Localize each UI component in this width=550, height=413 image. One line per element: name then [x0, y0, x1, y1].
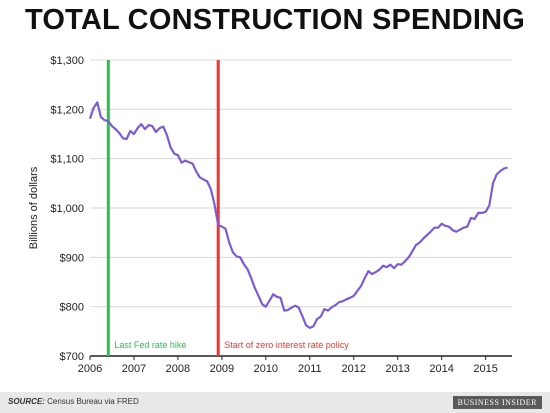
x-tick-label: 2011 — [298, 363, 322, 375]
y-tick-label: $900 — [60, 252, 84, 264]
x-tick-label: 2008 — [166, 363, 190, 375]
x-tick-label: 2010 — [254, 363, 278, 375]
series-line — [88, 101, 508, 329]
source-text: Census Bureau via FRED — [47, 397, 139, 406]
x-tick-label: 2014 — [429, 363, 453, 375]
brand-logo: BUSINESS INSIDER — [452, 396, 542, 409]
source-label: SOURCE: — [8, 397, 45, 406]
x-tick-label: 2006 — [78, 363, 102, 375]
x-tick-label: 2012 — [342, 363, 366, 375]
y-tick-label: $1,300 — [50, 55, 84, 67]
source-note: SOURCE: Census Bureau via FRED — [8, 397, 139, 406]
x-tick-label: 2007 — [122, 363, 146, 375]
x-tick-label: 2013 — [385, 363, 409, 375]
y-tick-label: $800 — [60, 302, 84, 314]
page-title: TOTAL CONSTRUCTION SPENDING — [24, 4, 526, 36]
y-axis-tick-labels: $700 $800 $900 $1,000 $1,100 $1,200 $1,300 — [50, 55, 84, 363]
line-chart: $700 $800 $900 $1,000 $1,100 $1,200 $1,300 200… — [28, 55, 512, 375]
x-axis-tick-labels: 2006 2007 2008 2009 2010 2011 2012 2013 2014 2015 — [78, 356, 498, 375]
footer: SOURCE: Census Bureau via FRED BUSINESS … — [0, 392, 550, 413]
y-tick-label: $1,100 — [50, 154, 84, 166]
y-tick-label: $1,000 — [50, 203, 84, 215]
annotation-label: Start of zero interest rate policy — [224, 340, 349, 350]
y-tick-label: $1,200 — [50, 104, 84, 116]
series — [88, 101, 508, 329]
gridlines — [90, 59, 512, 357]
x-tick-label: 2015 — [473, 363, 497, 375]
y-axis-label: Billions of dollars — [28, 166, 40, 249]
x-tick-label: 2009 — [210, 363, 234, 375]
annotation-label: Last Fed rate hike — [114, 340, 186, 350]
y-tick-label: $700 — [60, 351, 84, 363]
annotations: Last Fed rate hike Start of zero interest… — [106, 60, 349, 356]
